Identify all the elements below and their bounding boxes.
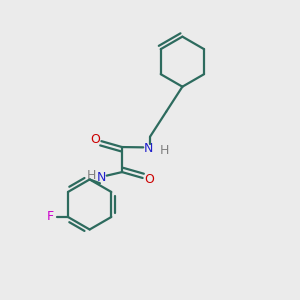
Text: N: N (97, 172, 106, 184)
Text: H: H (160, 144, 169, 158)
Text: O: O (90, 133, 100, 146)
Text: H: H (86, 169, 96, 182)
Text: F: F (47, 211, 54, 224)
Text: O: O (144, 173, 154, 186)
Text: N: N (144, 142, 153, 155)
